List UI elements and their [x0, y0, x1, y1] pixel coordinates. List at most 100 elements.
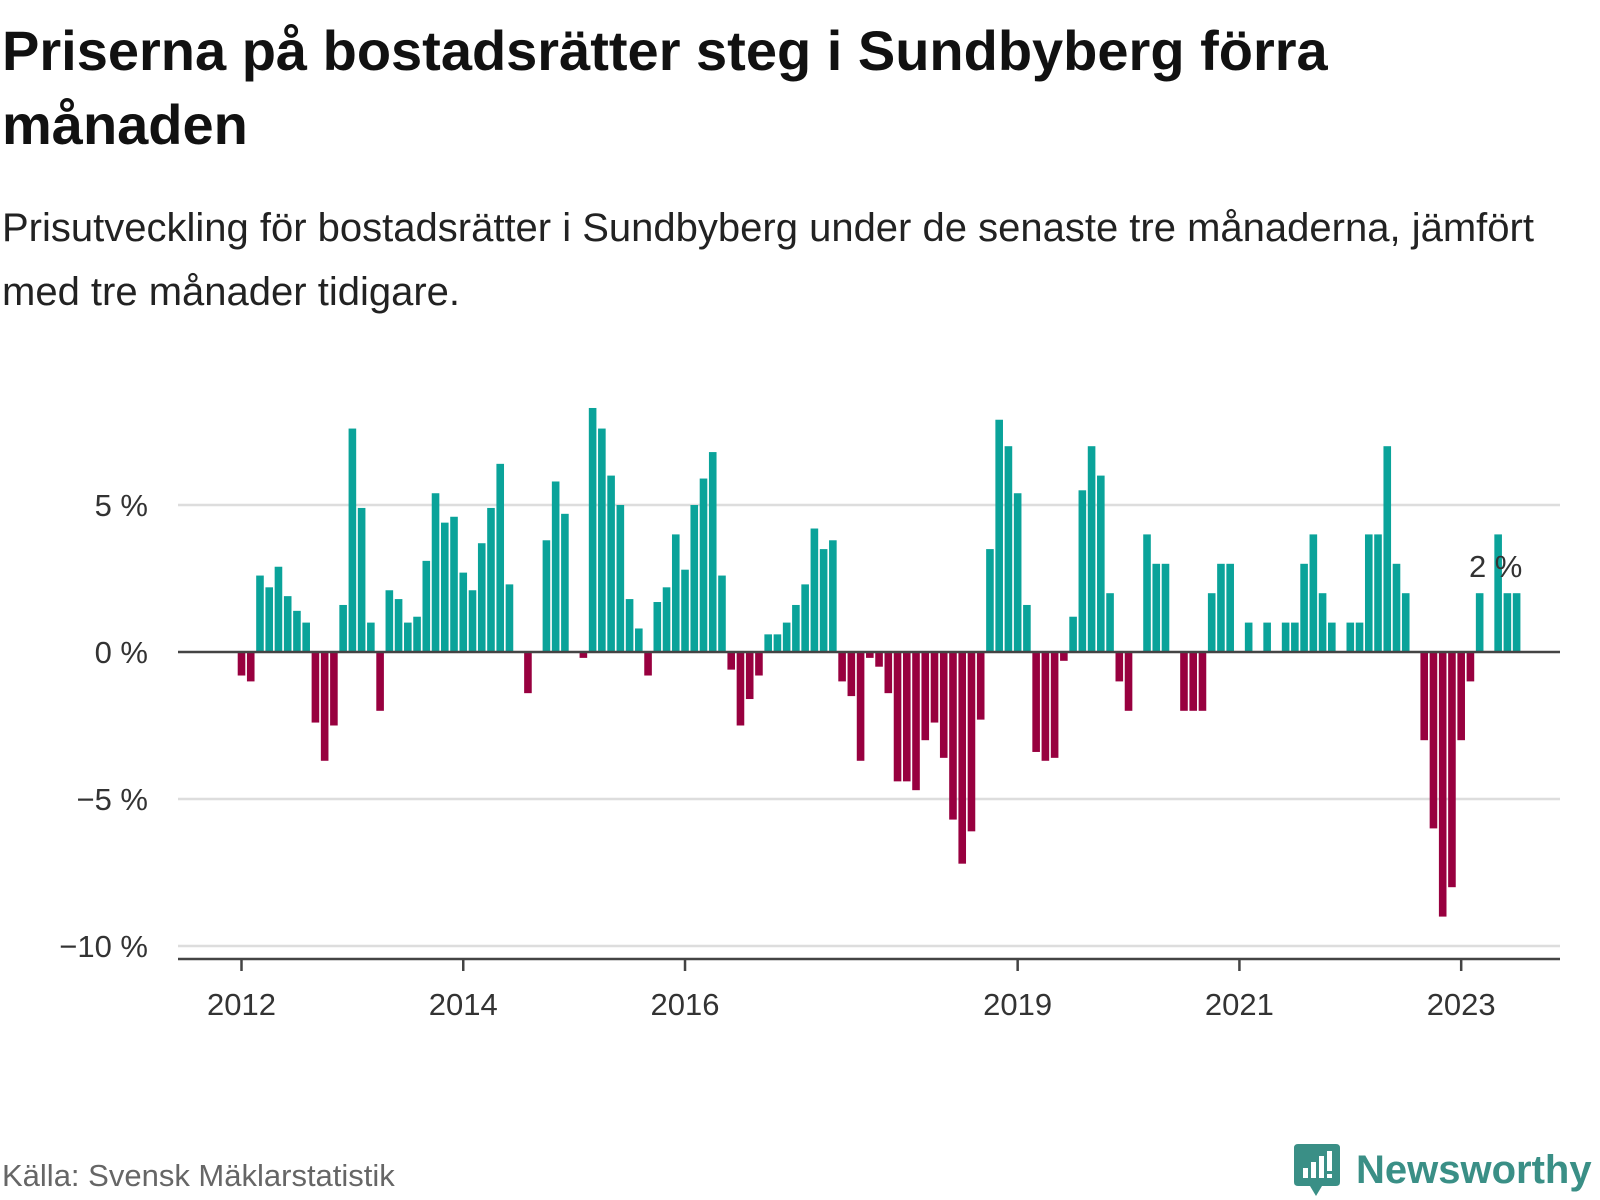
bar — [745, 652, 754, 700]
bar — [782, 622, 791, 652]
x-tick-label: 2021 — [1205, 987, 1274, 1022]
bar-series — [237, 407, 1521, 917]
bar — [1004, 446, 1013, 652]
bar — [524, 652, 532, 694]
bar — [792, 604, 800, 652]
bar — [1466, 652, 1475, 682]
bar — [847, 652, 856, 697]
x-tick-label: 2012 — [207, 987, 276, 1022]
bar — [1198, 652, 1207, 711]
bar — [1346, 622, 1355, 652]
chart-title: Priserna på bostadsrätter steg i Sundbyb… — [2, 19, 1328, 156]
bar — [699, 478, 708, 652]
bar — [736, 652, 745, 726]
bar — [1300, 563, 1308, 652]
bar — [339, 604, 347, 652]
bar — [1032, 652, 1040, 752]
bar — [293, 610, 301, 652]
bar — [1309, 534, 1318, 652]
bar — [551, 481, 560, 652]
y-tick-label: −10 % — [59, 929, 148, 964]
bar — [265, 587, 274, 652]
bar — [311, 652, 320, 723]
bar — [588, 407, 597, 652]
bar — [468, 590, 477, 652]
bar — [1217, 563, 1225, 652]
bar — [755, 652, 763, 676]
bar — [921, 652, 930, 741]
value-annotation: 2 % — [1469, 549, 1522, 584]
bar — [930, 652, 939, 723]
bar — [440, 522, 449, 652]
bar — [819, 549, 828, 652]
bar — [1050, 652, 1059, 758]
bar — [1429, 652, 1438, 829]
bar — [1115, 652, 1124, 682]
bar — [431, 493, 440, 652]
bar — [829, 540, 837, 652]
bar — [542, 540, 551, 652]
y-tick-label: 5 % — [95, 488, 148, 523]
bar — [367, 622, 375, 652]
axes — [178, 650, 1560, 971]
brand-name: Newsworthy — [1356, 1147, 1592, 1192]
bar — [1291, 622, 1299, 652]
bar — [1475, 593, 1484, 652]
bar — [1383, 446, 1392, 652]
bar — [644, 652, 652, 676]
x-tick-label: 2014 — [429, 987, 498, 1022]
bar — [1328, 622, 1336, 652]
bar — [801, 584, 809, 652]
bar — [939, 652, 948, 758]
bar — [477, 543, 486, 652]
bar — [1041, 652, 1050, 761]
bar — [1078, 490, 1087, 652]
x-tick-label: 2016 — [651, 987, 720, 1022]
bar — [884, 652, 893, 694]
bar — [810, 528, 819, 652]
bar — [1161, 563, 1170, 652]
bar — [1124, 652, 1133, 711]
bar — [681, 569, 689, 652]
bar — [912, 652, 920, 791]
bar — [1143, 534, 1151, 652]
bar — [635, 628, 643, 652]
bar — [1060, 652, 1068, 661]
bar — [718, 575, 726, 652]
bar — [330, 652, 338, 726]
bar — [1364, 534, 1373, 652]
bar — [1207, 593, 1216, 652]
bar — [404, 622, 412, 652]
bar — [579, 652, 588, 658]
bar — [1438, 652, 1447, 917]
bar — [385, 590, 394, 652]
bar — [958, 652, 967, 864]
bar — [459, 572, 468, 652]
bar — [274, 566, 283, 652]
bar — [949, 652, 957, 820]
bar — [348, 428, 357, 652]
grid-lines — [178, 503, 1560, 948]
bar — [246, 652, 255, 682]
x-tick-label: 2019 — [983, 987, 1052, 1022]
y-tick-label: −5 % — [76, 782, 148, 817]
bar — [1106, 593, 1114, 652]
source-label: Källa: Svensk Mäklarstatistik — [2, 1158, 395, 1193]
bar — [1189, 652, 1198, 711]
bar — [625, 599, 634, 652]
bar — [505, 584, 514, 652]
bar — [422, 560, 431, 652]
bar — [1180, 652, 1188, 711]
bar — [708, 452, 717, 652]
bar — [773, 634, 782, 652]
bar — [376, 652, 384, 711]
bar — [1401, 593, 1410, 652]
bar — [662, 587, 671, 652]
bar — [902, 652, 911, 782]
newsworthy-logo: Newsworthy — [1292, 1142, 1592, 1198]
bar — [1263, 622, 1271, 652]
bar — [256, 575, 264, 652]
bar — [893, 652, 902, 782]
bar — [1420, 652, 1429, 741]
bar — [1069, 616, 1077, 652]
